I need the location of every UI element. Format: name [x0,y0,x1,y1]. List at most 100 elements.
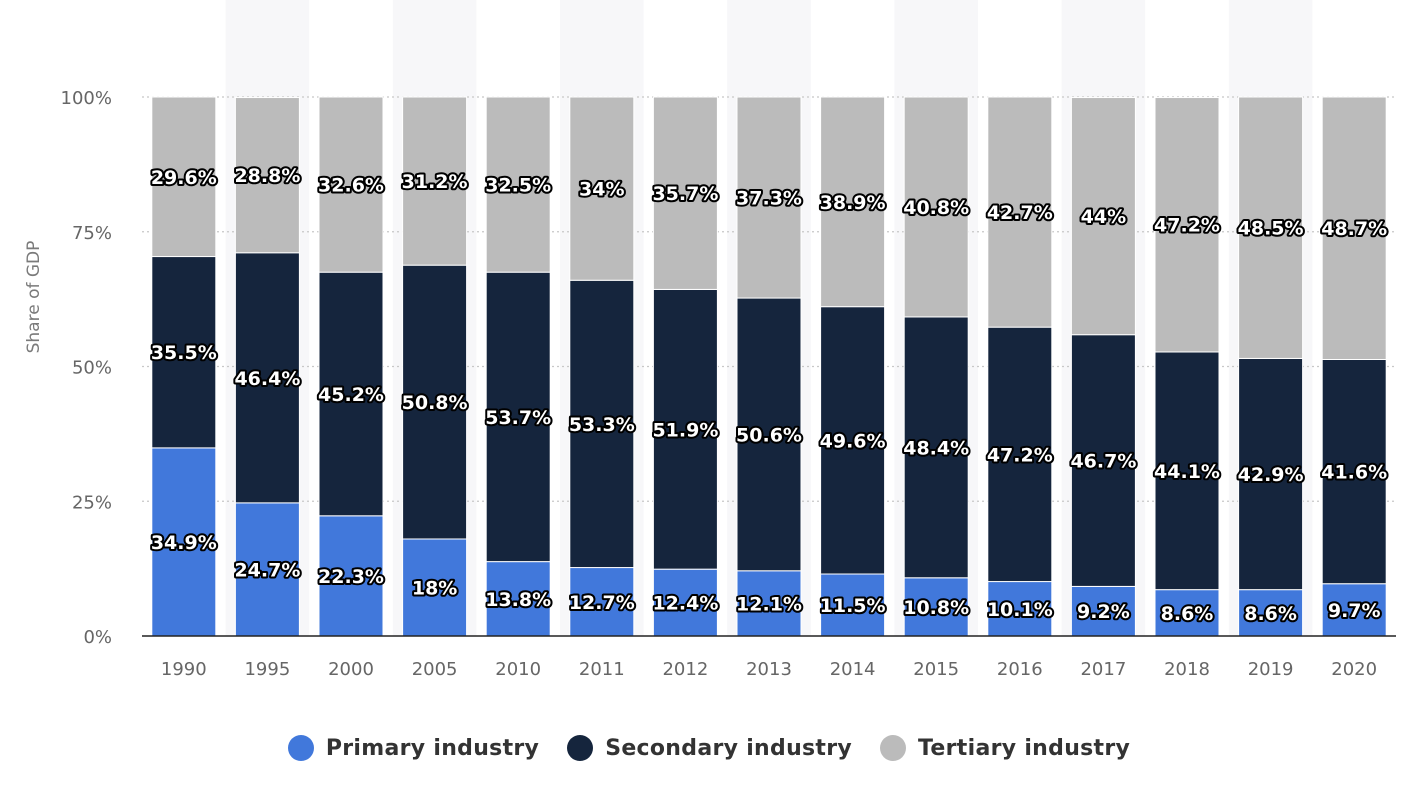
bar-tertiary [736,96,802,299]
data-label: 41.6% [1321,462,1387,484]
data-label: 32.6% [318,175,384,197]
data-label: 53.7% [485,407,551,429]
bar-primary [1154,589,1220,637]
bar-tertiary [1321,96,1387,360]
data-label: 48.5% [1238,218,1304,240]
data-label: 24.7% [234,559,300,581]
bar-primary [903,577,969,637]
x-tick-label: 2018 [1164,659,1210,680]
bar-tertiary [151,96,217,258]
data-label: 47.2% [1154,215,1220,237]
data-label: 31.2% [402,171,468,193]
data-label: 32.5% [485,175,551,197]
bar-tertiary [1070,97,1136,336]
data-label: 12.4% [652,593,718,615]
bar-tertiary [820,96,886,308]
legend-item-tertiary[interactable]: Tertiary industry [880,735,1130,761]
x-tick-label: 1995 [244,659,290,680]
data-label: 12.7% [569,592,635,614]
bar-tertiary [485,96,551,273]
data-label: 34.9% [151,532,217,554]
bar-secondary [903,316,969,579]
data-label: 11.5% [820,595,886,617]
data-label: 35.7% [652,183,718,205]
bar-secondary [736,297,802,572]
bars [151,96,1387,637]
bar-tertiary [234,97,300,254]
bar-secondary [1321,358,1387,585]
bar-tertiary [402,96,468,266]
x-tick-label: 2017 [1080,659,1126,680]
data-label: 51.9% [652,419,718,441]
data-label: 53.3% [569,414,635,436]
bar-primary [736,570,802,637]
data-label: 49.6% [820,430,886,452]
data-label: 10.8% [903,597,969,619]
legend-label: Secondary industry [605,735,853,761]
bar-primary [1321,583,1387,637]
bar-primary [151,447,217,637]
x-tick-label: 2019 [1248,659,1294,680]
bar-secondary [485,271,551,563]
bar-tertiary [1238,96,1304,359]
y-axis-title: Share of GDP [24,241,44,354]
data-label: 10.1% [987,599,1053,621]
x-tick-label: 2000 [328,659,374,680]
data-label: 46.4% [234,368,300,390]
data-labels: 34.9% 35.5% 29.6% 24.7% 46.4% 28.8% 22.3% 45.2%… [149,163,1389,627]
bar-secondary [1070,334,1136,587]
bar-secondary [987,326,1053,583]
x-tick-label: 2011 [579,659,625,680]
y-tick-label: 75% [72,223,112,244]
data-label: 29.6% [151,167,217,189]
data-label: 44% [1081,206,1126,228]
y-tick-label: 50% [72,358,112,379]
bar-secondary [652,288,718,570]
bar-primary [652,568,718,637]
bar-primary [402,538,468,637]
x-tick-label: 2014 [830,659,876,680]
data-label: 12.1% [736,593,802,615]
x-tick-label: 2005 [412,659,458,680]
x-tick-label: 2020 [1331,659,1377,680]
data-label: 13.8% [485,589,551,611]
bar-secondary [820,306,886,575]
bar-tertiary [903,96,969,318]
data-label: 48.4% [903,437,969,459]
data-label: 46.7% [1070,451,1136,473]
legend-label: Primary industry [325,735,540,761]
data-label: 9.2% [1077,601,1130,623]
x-axis: 1990 1995 2000 2005 2010 2011 2012 2013 2014 2015… [142,635,1396,680]
bar-tertiary [652,96,718,290]
data-label: 42.7% [987,202,1053,224]
y-tick-label: 25% [72,492,112,513]
data-label: 8.6% [1161,603,1214,625]
data-label: 35.5% [151,342,217,364]
data-label: 42.9% [1238,464,1304,486]
data-label: 50.8% [402,392,468,414]
data-label: 37.3% [736,188,802,210]
bar-secondary [1238,357,1304,591]
y-tick-label: 100% [61,88,112,109]
legend-label: Tertiary industry [918,735,1131,761]
x-tick-label: 2015 [913,659,959,680]
x-tick-label: 2013 [746,659,792,680]
bar-tertiary [1154,97,1220,353]
legend-item-primary[interactable]: Primary industry [287,735,540,761]
bar-secondary [569,279,635,569]
data-label: 38.9% [820,192,886,214]
legend-swatch-tertiary [880,735,907,761]
bar-secondary [1154,351,1220,591]
data-label: 22.3% [318,566,384,588]
bar-primary [485,561,551,637]
bar-primary [569,567,635,637]
legend-swatch-secondary [567,735,594,761]
data-label: 40.8% [903,197,969,219]
legend-item-secondary[interactable]: Secondary industry [567,735,852,761]
data-label: 44.1% [1154,461,1220,483]
y-axis: 0% 25% 50% 75% 100% [61,88,112,648]
data-label: 28.8% [234,165,300,187]
stacked-bar-chart: 34.9% 35.5% 29.6% 24.7% 46.4% 28.8% 22.3% 45.2%… [24,88,1396,680]
bar-secondary [151,256,217,449]
data-label: 45.2% [318,384,384,406]
